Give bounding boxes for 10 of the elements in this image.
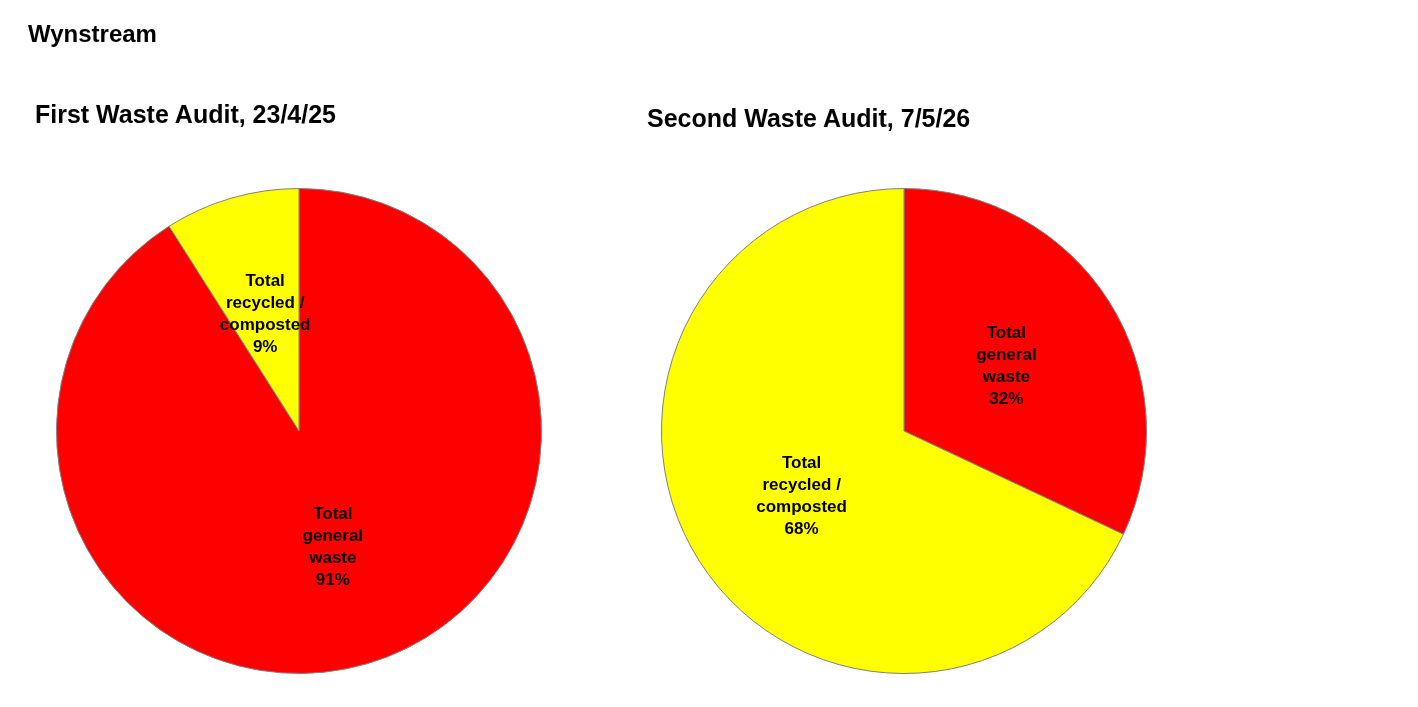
data-label: 9% — [252, 337, 278, 357]
slice-label: Total general waste — [976, 322, 1037, 386]
chart-title: First Waste Audit, 23/4/25 — [35, 100, 337, 129]
data-label: 91% — [315, 570, 350, 590]
data-label: 32% — [989, 388, 1024, 408]
data-label: 68% — [784, 518, 819, 538]
slice-label: Total general waste — [302, 504, 364, 568]
chart-title: Second Waste Audit, 7/5/26 — [647, 104, 971, 133]
text: Wynstream — [28, 20, 157, 48]
slice-label: Total recycled / composted — [756, 452, 847, 516]
